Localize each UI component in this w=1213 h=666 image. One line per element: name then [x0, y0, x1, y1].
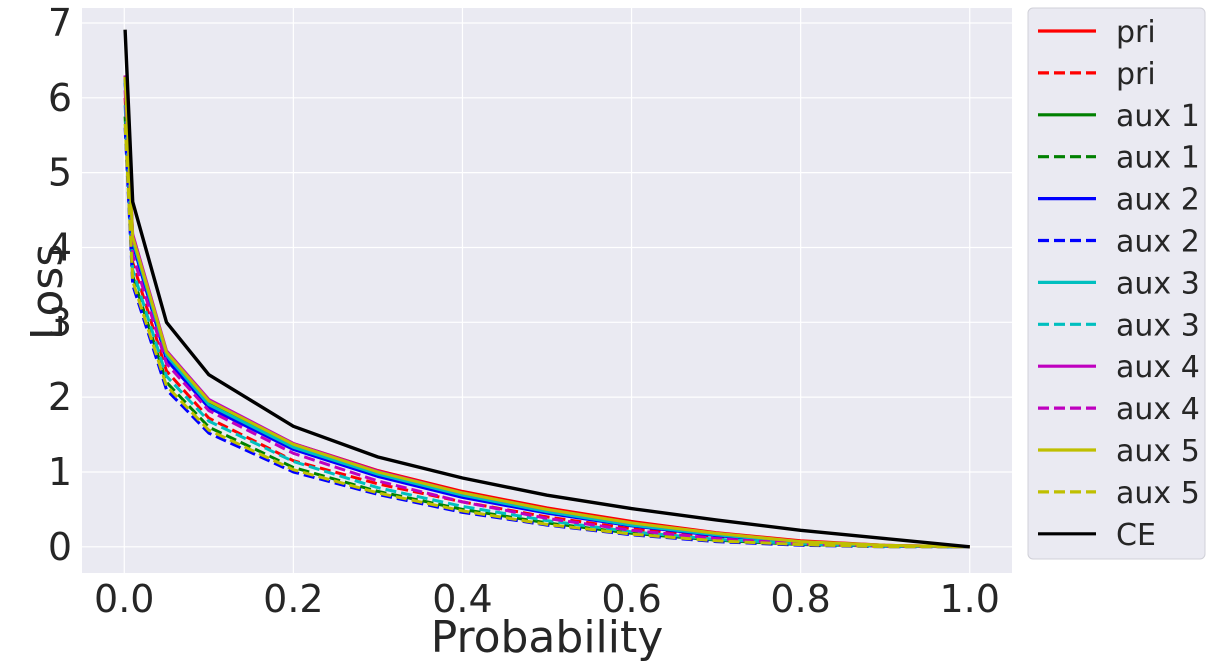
- plot-background: [82, 8, 1012, 573]
- x-tick-label: 0.2: [263, 577, 323, 621]
- grid-lines: [82, 8, 1012, 573]
- legend-label-aux-3: aux 3: [1116, 266, 1200, 301]
- legend-label-aux-1: aux 1: [1116, 141, 1200, 176]
- y-tick-label: 7: [48, 1, 72, 45]
- x-tick-label: 0.0: [94, 577, 154, 621]
- y-tick-label: 2: [48, 375, 72, 419]
- series-line-ce-solid: [123, 29, 970, 549]
- legend-label-aux-5: aux 5: [1116, 476, 1200, 511]
- legend-frame: [1027, 7, 1206, 560]
- x-tick-label: 0.8: [770, 577, 830, 621]
- legend-label-aux-2: aux 2: [1116, 183, 1200, 218]
- y-tick-label: 5: [48, 151, 72, 195]
- legend-label-aux-5: aux 5: [1116, 434, 1200, 469]
- y-tick-labels: 0 1 2 3 4 5 6 7: [48, 1, 72, 569]
- y-tick-label: 4: [48, 225, 72, 269]
- x-tick-labels: 0.0 0.2 0.4 0.6 0.8 1.0: [94, 577, 1000, 621]
- x-axis-label: Probability: [431, 612, 664, 663]
- legend-label-pri: pri: [1116, 15, 1156, 50]
- series-lines: [123, 29, 970, 549]
- legend-label-aux-3: aux 3: [1116, 308, 1200, 343]
- legend: pri pri aux 1 aux 1 aux 2 aux 2 aux 3 aux 3 aux …: [1027, 7, 1206, 560]
- legend-label-aux-1: aux 1: [1116, 99, 1200, 134]
- y-tick-label: 3: [48, 300, 72, 344]
- x-tick-label: 0.6: [601, 577, 661, 621]
- y-tick-label: 1: [48, 450, 72, 494]
- legend-label-aux-4: aux 4: [1116, 392, 1200, 427]
- series-line-aux-5-solid: [123, 76, 970, 549]
- legend-label-aux-4: aux 4: [1116, 350, 1200, 385]
- x-tick-label: 1.0: [940, 577, 1000, 621]
- legend-label-aux-2: aux 2: [1116, 225, 1200, 260]
- y-tick-label: 0: [48, 525, 72, 569]
- y-tick-label: 6: [48, 76, 72, 120]
- legend-label-ce: CE: [1116, 518, 1156, 553]
- legend-entries: pri pri aux 1 aux 1 aux 2 aux 2 aux 3 aux 3 aux …: [1038, 15, 1200, 553]
- x-tick-label: 0.4: [432, 577, 492, 621]
- y-axis-label: Loss: [22, 244, 73, 341]
- series-line-aux-5-dashed: [123, 123, 970, 549]
- legend-label-pri: pri: [1116, 57, 1156, 92]
